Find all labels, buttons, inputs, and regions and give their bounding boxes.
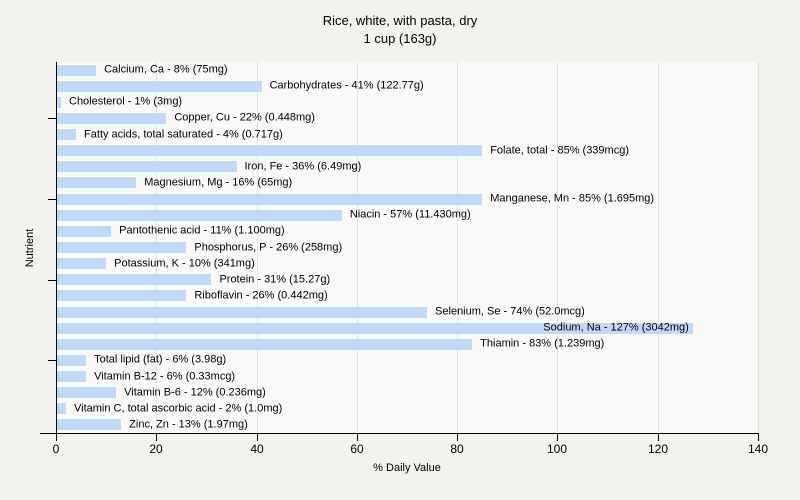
bar-label: Phosphorus, P - 26% (258mg) [194,241,343,253]
bar-label: Cholesterol - 1% (3mg) [69,95,183,108]
bar-label: Calcium, Ca - 8% (75mg) [104,63,228,76]
bar-label: Sodium, Na - 127% (3042mg) [543,321,689,334]
x-tick [557,434,558,441]
x-tick [758,434,759,441]
y-axis-line [56,62,57,433]
bar [56,225,112,237]
bar [56,322,693,334]
bar-label: Vitamin B-6 - 12% (0.236mg) [124,386,266,399]
bar-label: Pantothenic acid - 11% (1.100mg) [119,224,285,237]
x-tick-label: 20 [149,442,163,456]
y-axis-label: Nutrient [24,228,36,267]
x-tick-label: 120 [647,442,669,456]
bar-label: Fatty acids, total saturated - 4% (0.717… [84,128,283,141]
x-tick-label: 60 [350,442,364,456]
x-tick [156,434,157,441]
gridline-x-60 [357,62,358,433]
bar-label: Selenium, Se - 74% (52.0mcg) [435,305,585,318]
bar [56,64,97,76]
chart-title-line1: Rice, white, with pasta, dry [322,13,478,28]
bar [56,242,187,253]
bar [56,193,483,205]
bar [56,112,167,124]
bar [56,80,262,92]
bar-label: Vitamin C, total ascorbic acid - 2% (1.0… [74,402,283,415]
bar [56,129,77,141]
x-tick [357,434,358,441]
bar-label: Niacin - 57% (11.430mg) [349,208,471,221]
bar-label: Zinc, Zn - 13% (1.97mg) [129,418,248,431]
bar [56,419,122,431]
x-tick-label: 100 [546,442,568,456]
y-tick [48,280,56,281]
gridline-x-120 [658,62,659,433]
x-tick-label: 140 [747,442,769,456]
bar-label: Copper, Cu - 22% (0.448mg) [174,111,315,124]
gridline-x-100 [557,62,558,433]
bar-label: Manganese, Mn - 85% (1.695mg) [490,192,655,205]
bar-label: Thiamin - 83% (1.239mg) [480,337,605,350]
bar [56,403,67,415]
bar-label: Magnesium, Mg - 16% (65mg) [144,176,293,189]
x-tick-label: 80 [450,442,464,456]
bar [56,258,107,270]
chart-title: Rice, white, with pasta, dry 1 cup (163g… [323,12,478,48]
x-tick-label: 40 [250,442,264,456]
y-tick [48,199,56,200]
gridline-x-80 [457,62,458,433]
x-tick [457,434,458,441]
bar-label: Iron, Fe - 36% (6.49mg) [244,160,362,173]
bar [56,209,342,221]
bar-label: Carbohydrates - 41% (122.77g) [269,79,424,92]
bar [56,96,61,108]
bar [56,274,212,286]
bar [56,306,428,318]
x-tick [658,434,659,441]
x-axis-line [40,433,759,434]
bar [56,290,187,302]
x-tick [56,434,57,441]
gridline-x-40 [257,62,258,433]
x-tick [257,434,258,441]
bar-label: Vitamin B-12 - 6% (0.33mcg) [94,370,236,383]
bar-label: Protein - 31% (15.27g) [219,273,331,286]
x-axis-label: % Daily Value [373,462,441,474]
x-tick-label: 0 [52,442,60,456]
bar [56,177,137,189]
bar-label: Potassium, K - 10% (341mg) [114,257,255,270]
bar-label: Riboflavin - 26% (0.442mg) [194,289,328,302]
bar [56,338,473,350]
bar [56,387,117,399]
bar [56,161,237,173]
bar [56,145,483,157]
chart-title-line2: 1 cup (163g) [363,31,437,46]
y-tick [48,360,56,361]
y-tick [48,118,56,119]
gridline-x-140 [758,62,759,433]
bar [56,371,87,383]
bar-label: Folate, total - 85% (339mcg) [490,144,629,157]
bar-label: Total lipid (fat) - 6% (3.98g) [94,353,227,366]
bar [56,354,87,366]
